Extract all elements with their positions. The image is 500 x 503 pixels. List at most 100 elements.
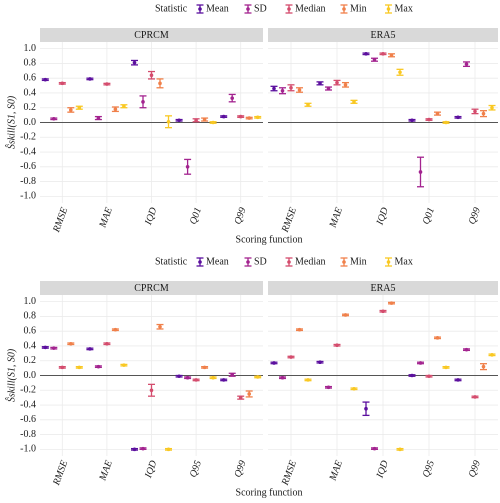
point (326, 86, 331, 91)
x-tick-label: RMSE (51, 459, 70, 488)
error-bar (245, 116, 253, 120)
point (247, 116, 251, 120)
error-bar (237, 395, 245, 400)
point (77, 365, 82, 370)
point (246, 7, 250, 11)
x-tick-label: RMSE (280, 459, 299, 488)
error-bar (304, 102, 312, 107)
point (381, 52, 385, 56)
x-tick-label: IQD (374, 458, 391, 480)
x-tick-label: IQD (143, 205, 160, 227)
x-tick-label: IQD (143, 458, 160, 480)
error-bar (244, 4, 252, 14)
point (456, 378, 460, 382)
point (202, 117, 207, 122)
point (141, 446, 145, 451)
error-bar (237, 114, 245, 119)
point (335, 343, 339, 348)
point (289, 355, 293, 359)
error-bar (196, 4, 204, 14)
point (132, 447, 137, 452)
error-bar (165, 447, 172, 452)
legend-label: Mean (206, 256, 229, 267)
legend-label: Median (295, 256, 326, 267)
error-bar (417, 156, 424, 188)
error-bar (296, 327, 303, 332)
error-bar (86, 347, 94, 351)
error-bar (385, 257, 392, 267)
y-tick-label: -0.4 (20, 399, 36, 410)
error-bar (350, 386, 358, 391)
error-bar (103, 82, 111, 86)
x-tick-label: MAE (327, 206, 345, 230)
y-tick-label: 0.6 (24, 325, 37, 336)
error-bar (463, 347, 470, 352)
error-bar (287, 355, 295, 359)
point (481, 111, 486, 116)
legend-label: SD (254, 256, 267, 267)
error-bar (94, 115, 102, 121)
point (194, 378, 198, 382)
point (364, 406, 368, 411)
error-bar (50, 346, 58, 350)
point (77, 105, 82, 110)
error-bar (254, 375, 262, 379)
point (343, 83, 348, 87)
x-tick-label: Q95 (421, 459, 437, 479)
error-bar (201, 117, 209, 122)
error-bar (156, 323, 164, 330)
point (88, 347, 92, 351)
point (326, 385, 331, 390)
y-tick-label: -1.0 (20, 191, 36, 202)
point (473, 109, 477, 114)
error-bar (480, 363, 487, 371)
point (221, 114, 226, 119)
error-bar (340, 257, 348, 267)
point (386, 7, 391, 11)
point (96, 364, 101, 369)
error-bar (139, 95, 147, 109)
error-bar (296, 87, 303, 93)
point (43, 77, 48, 82)
point (158, 81, 162, 86)
x-axis-title: Scoring function (236, 487, 303, 498)
error-bar (371, 446, 378, 451)
point (60, 365, 65, 370)
legend-label: Mean (206, 3, 229, 14)
point (398, 70, 402, 75)
y-tick-label: 0.4 (24, 340, 37, 351)
error-bar (245, 390, 253, 398)
error-bar (379, 309, 387, 314)
x-tick-label: MAE (97, 459, 115, 483)
point (141, 100, 145, 104)
x-tick-label: MAE (327, 459, 345, 483)
error-bar (285, 4, 293, 14)
point (221, 378, 226, 382)
error-bar (244, 257, 252, 267)
point (352, 100, 356, 104)
error-bar (279, 87, 286, 95)
point (490, 353, 494, 357)
point (185, 165, 190, 169)
point (386, 260, 391, 264)
legend-label: Max (395, 256, 413, 267)
x-axis-title: Scoring function (236, 234, 303, 245)
error-bar (220, 378, 228, 382)
y-axis-title: Ŝskill(S1, S0) (5, 95, 17, 149)
point (166, 119, 171, 124)
error-bar (471, 108, 479, 115)
point (418, 170, 423, 174)
point (60, 81, 65, 86)
strip (40, 281, 263, 295)
error-bar (279, 375, 286, 380)
point (287, 7, 291, 11)
x-tick-label: RMSE (280, 206, 299, 235)
point (255, 375, 260, 379)
point (132, 60, 137, 65)
error-bar (139, 446, 147, 451)
legend-label: Median (295, 3, 326, 14)
error-bar (417, 361, 424, 365)
point (297, 88, 302, 92)
point (202, 365, 207, 370)
point (238, 114, 243, 119)
